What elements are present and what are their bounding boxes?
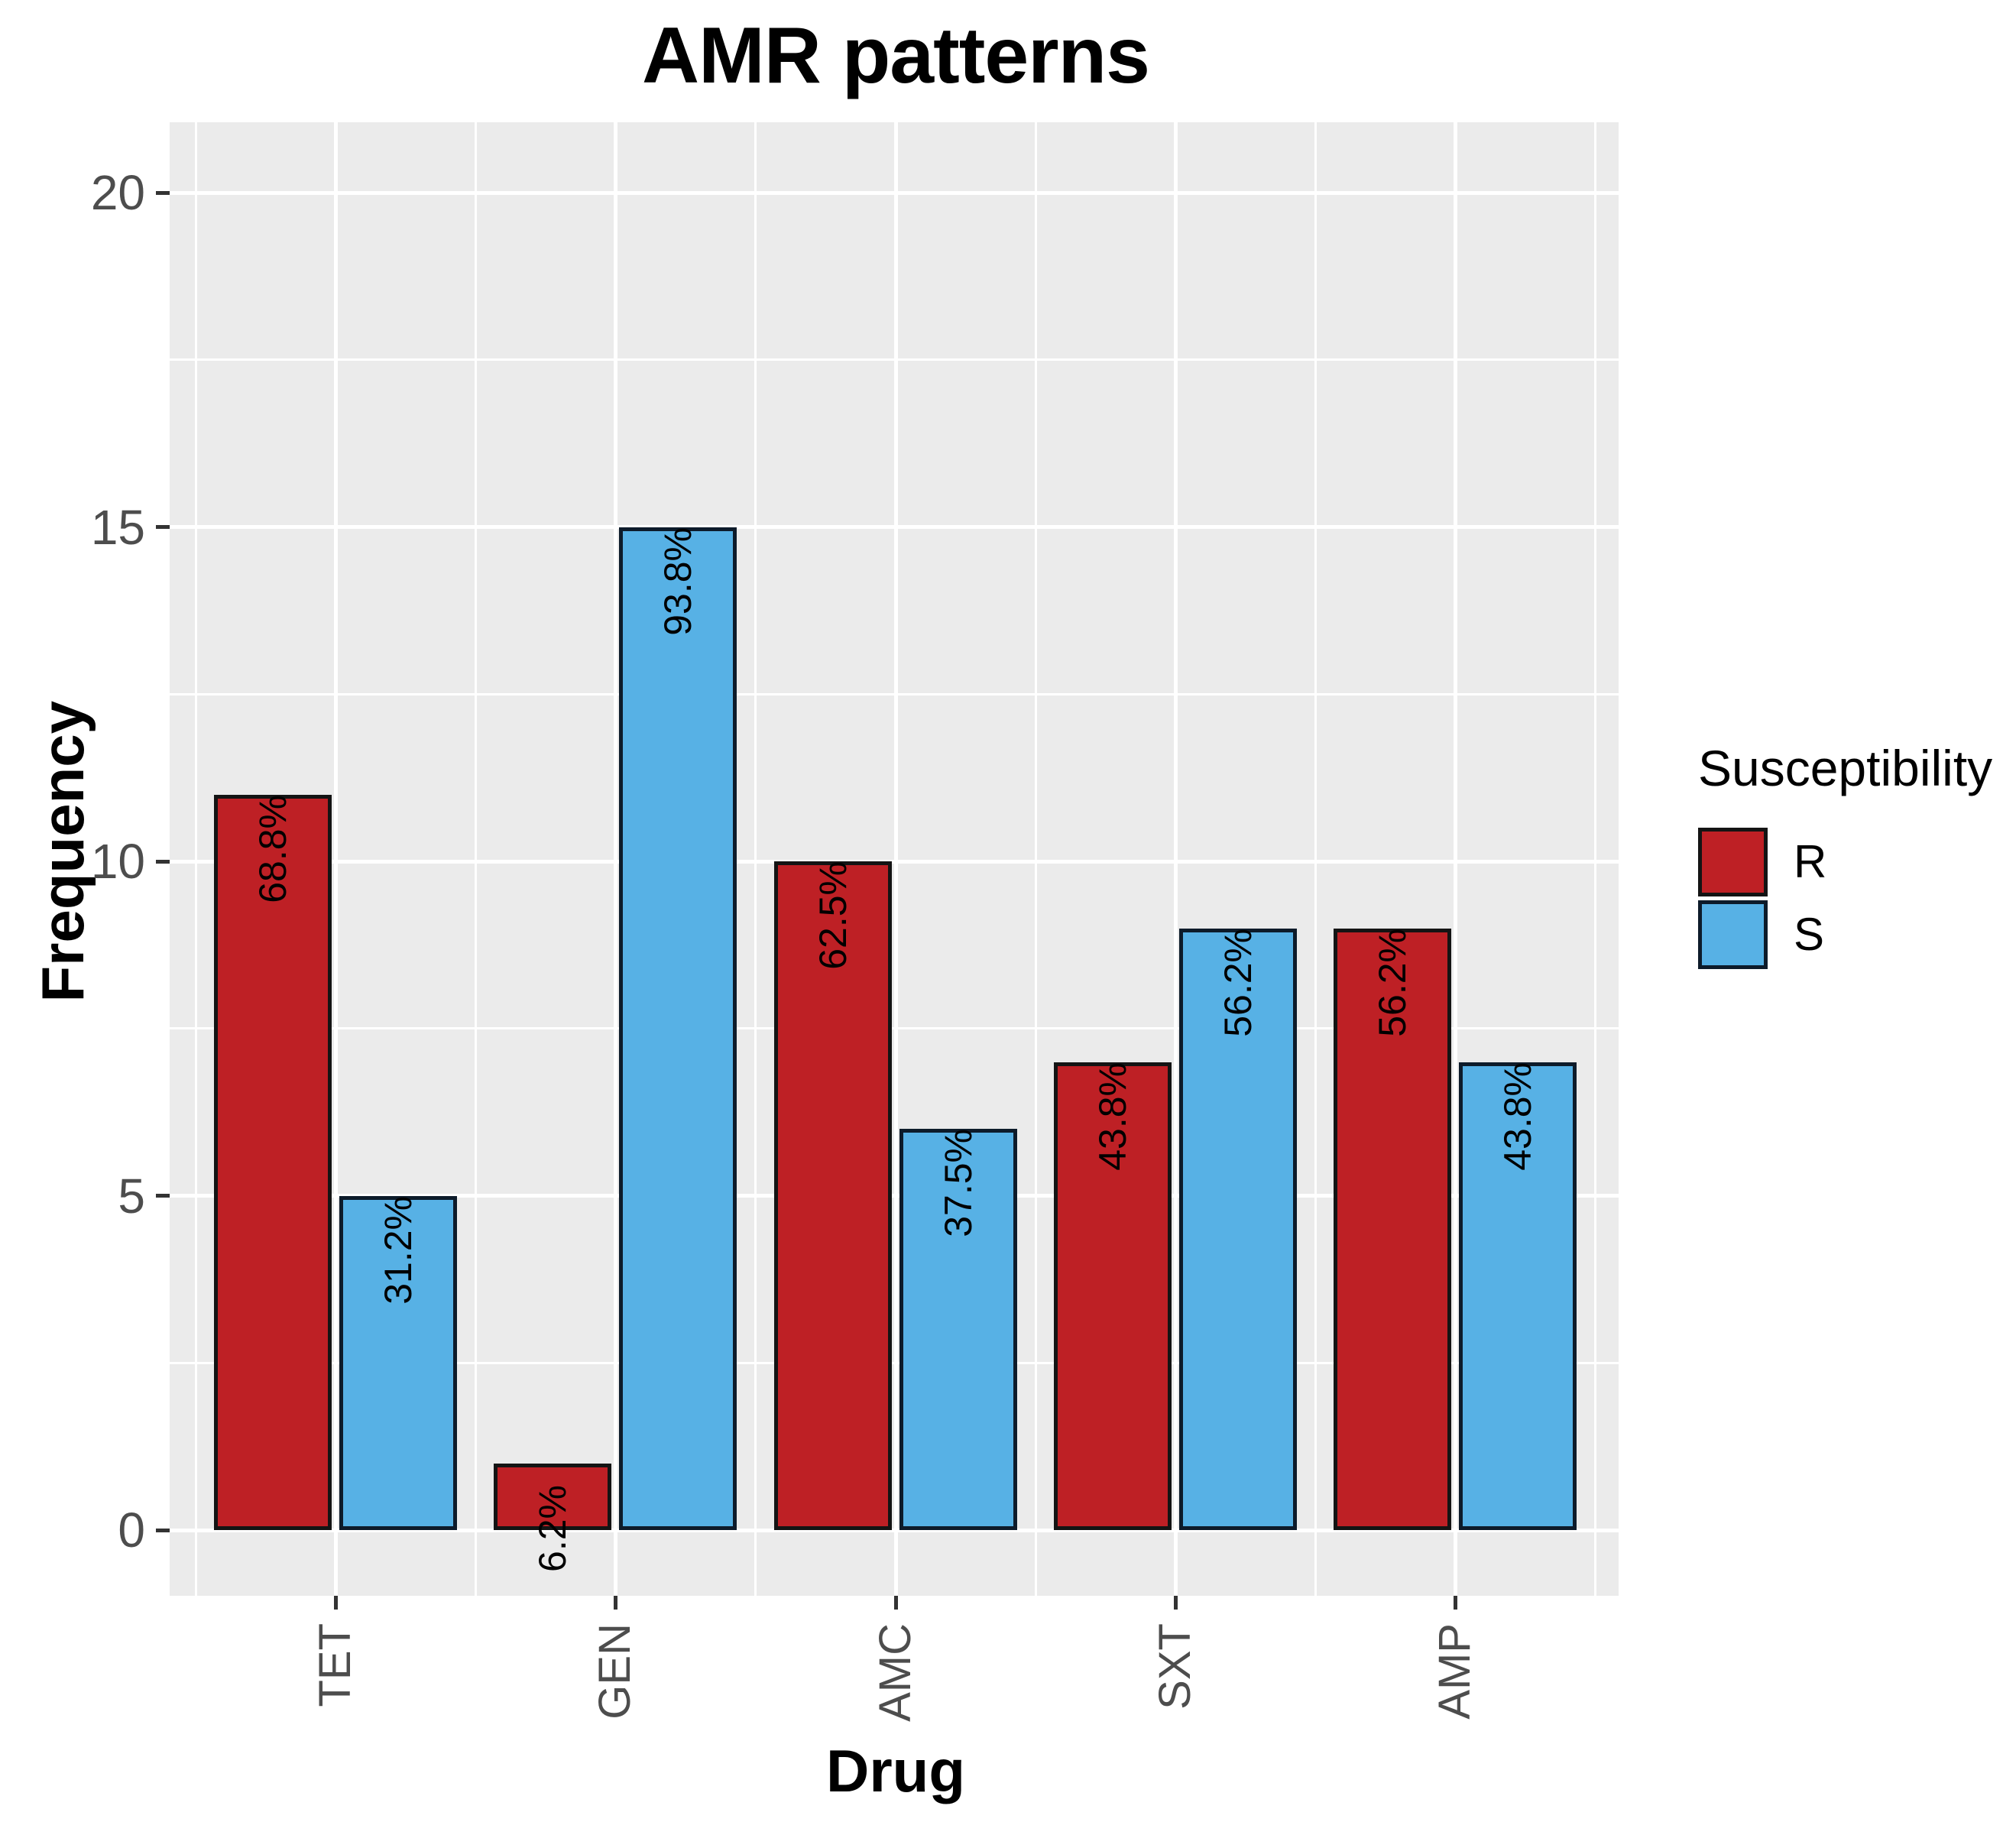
bar [899,1129,1017,1530]
y-tick-label: 15 [90,499,145,555]
y-tick-label: 20 [90,165,145,220]
y-tick-label: 5 [118,1168,145,1224]
x-tick-label: AMC [870,1623,920,1722]
chart-title: AMR patterns [641,11,1150,100]
bar-label: 62.5% [812,861,854,970]
legend-swatch-r [1698,828,1768,896]
bar-label: 68.8% [251,794,294,903]
gridline-major-v [1173,122,1178,1596]
x-tick-label: SXT [1150,1623,1200,1710]
bar [494,1463,611,1530]
x-tick [1453,1596,1457,1610]
bar-label: 31.2% [377,1195,420,1305]
bar [619,527,737,1530]
bar [214,794,332,1530]
gridline-minor-v [1034,122,1037,1596]
bar-label: 43.8% [1496,1062,1539,1171]
bar [1459,1062,1577,1530]
y-tick-label: 0 [118,1503,145,1558]
legend-title: Susceptibility [1698,740,1993,796]
bar-label: 43.8% [1091,1062,1134,1171]
y-tick [156,859,170,864]
x-tick [333,1596,338,1610]
bar-label: 6.2% [531,1484,574,1572]
legend-label-r: R [1794,836,1827,887]
x-tick [613,1596,617,1610]
gridline-minor-v [474,122,477,1596]
x-tick-label: AMP [1430,1623,1480,1720]
gridline-major-v [613,122,617,1596]
x-tick-label: GEN [590,1623,640,1720]
gridline-minor-v [194,122,197,1596]
x-axis-title: Drug [826,1737,965,1804]
legend-swatch-s [1698,900,1768,969]
bar-label: 93.8% [656,527,699,636]
bar [339,1195,457,1530]
y-tick [156,1528,170,1532]
plot-panel: 68.8% 31.2% 6.2% 93.8% 62.5% 37.5% 43.8% 56.2% 5… [170,122,1619,1596]
x-tick [1173,1596,1178,1610]
bar [1179,928,1297,1530]
gridline-major-v [333,122,338,1596]
x-tick-label: TET [310,1623,360,1707]
legend: Susceptibility R S [1698,738,2011,969]
gridline-major-v [1453,122,1457,1596]
gridline-minor-v [754,122,757,1596]
y-tick-label: 10 [90,834,145,889]
bar-label: 37.5% [937,1129,980,1237]
bar-label: 56.2% [1217,928,1259,1037]
gridline-minor-v [1314,122,1317,1596]
y-tick [156,190,170,195]
y-tick [156,525,170,529]
legend-label-s: S [1794,909,1825,960]
y-tick [156,1194,170,1198]
bar [1054,1062,1172,1530]
bar [774,861,892,1530]
gridline-major-v [893,122,898,1596]
bar-label: 56.2% [1371,928,1414,1037]
gridline-minor-v [1593,122,1596,1596]
x-tick [893,1596,898,1610]
bar [1334,928,1451,1530]
